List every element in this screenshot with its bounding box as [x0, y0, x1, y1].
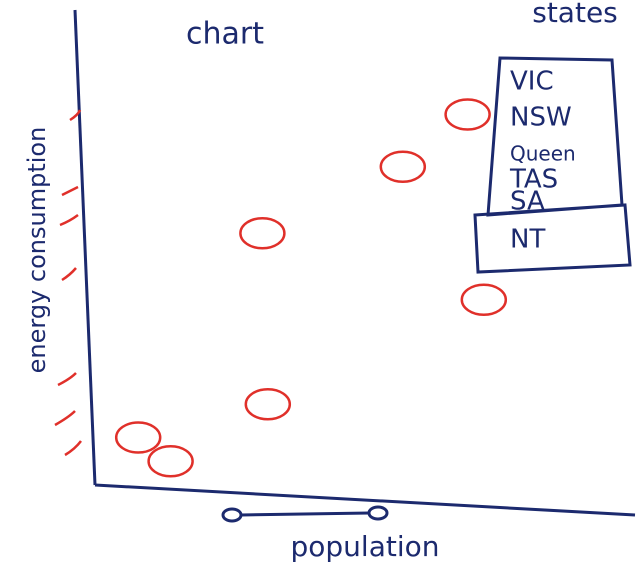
legend-item: NSW	[510, 103, 572, 133]
x-axis-label: population	[291, 530, 440, 563]
x-axis	[94, 483, 636, 517]
point	[244, 388, 292, 421]
legend-item: VIC	[510, 67, 554, 97]
y-axis-label: energy consumption	[23, 127, 51, 374]
x-range-slider	[221, 505, 389, 523]
y-axis-hatches	[54, 109, 82, 457]
point	[147, 445, 194, 478]
point	[379, 150, 427, 183]
legend-item: Queen	[510, 142, 576, 166]
point	[114, 421, 162, 454]
point	[239, 217, 286, 250]
y-axis	[73, 9, 97, 486]
point	[460, 283, 508, 316]
legend-item: TAS	[509, 165, 558, 195]
legend-title: states	[532, 0, 618, 29]
legend-box	[473, 56, 632, 274]
legend-item: SA	[510, 187, 545, 217]
chart-title: chart	[186, 17, 264, 52]
legend-item: NT	[510, 225, 545, 255]
point	[444, 98, 491, 131]
